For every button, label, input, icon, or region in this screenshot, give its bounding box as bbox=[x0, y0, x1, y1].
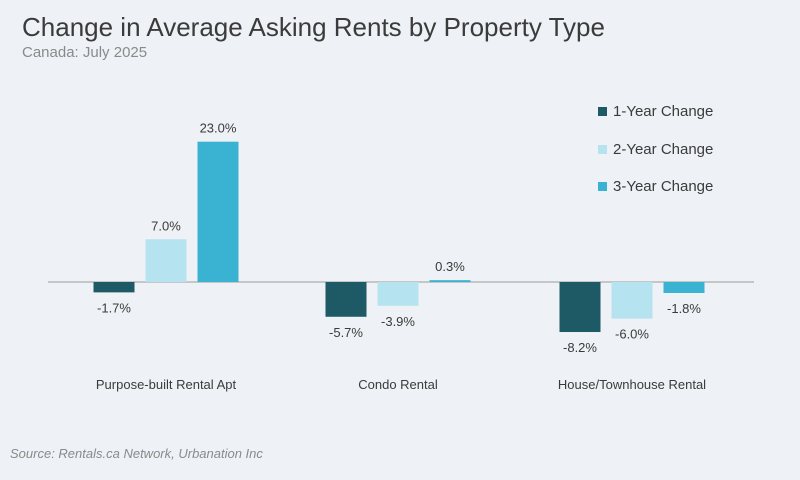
data-label: -3.9% bbox=[381, 314, 415, 329]
legend-item: 1-Year Change bbox=[598, 93, 713, 131]
legend-label: 3-Year Change bbox=[613, 178, 714, 196]
bar-2-3 bbox=[611, 282, 653, 319]
legend-label: 2-Year Change bbox=[613, 140, 714, 158]
data-label: -5.7% bbox=[329, 325, 363, 340]
bar-1-2 bbox=[325, 282, 367, 317]
category-label: Condo Rental bbox=[358, 377, 438, 392]
data-label: -1.7% bbox=[97, 300, 131, 315]
data-label: -8.2% bbox=[563, 340, 597, 355]
legend-item: 3-Year Change bbox=[598, 168, 713, 206]
legend-label: 1-Year Change bbox=[613, 103, 714, 121]
category-label: Purpose-built Rental Apt bbox=[96, 377, 237, 392]
legend-item: 2-Year Change bbox=[598, 131, 713, 169]
legend-swatch bbox=[598, 182, 607, 192]
data-label: -1.8% bbox=[667, 301, 701, 316]
data-label: 23.0% bbox=[200, 121, 237, 136]
bar-2-1 bbox=[145, 239, 187, 282]
source-note: Source: Rentals.ca Network, Urbanation I… bbox=[10, 446, 263, 461]
bar-1-3 bbox=[559, 282, 601, 333]
data-label: 7.0% bbox=[151, 218, 181, 233]
legend-swatch bbox=[598, 107, 607, 117]
data-label: -6.0% bbox=[615, 327, 649, 342]
bar-3-2 bbox=[429, 280, 471, 282]
legend-swatch bbox=[598, 144, 607, 154]
bar-2-2 bbox=[377, 282, 419, 306]
legend: 1-Year Change 2-Year Change 3-Year Change bbox=[598, 93, 713, 206]
bar-1-1 bbox=[93, 282, 135, 293]
bar-3-3 bbox=[663, 282, 705, 293]
chart-subtitle: Canada: July 2025 bbox=[22, 44, 148, 61]
bar-3-1 bbox=[197, 141, 239, 282]
category-label: House/Townhouse Rental bbox=[558, 377, 706, 392]
chart-title: Change in Average Asking Rents by Proper… bbox=[22, 12, 605, 42]
data-label: 0.3% bbox=[435, 259, 465, 274]
